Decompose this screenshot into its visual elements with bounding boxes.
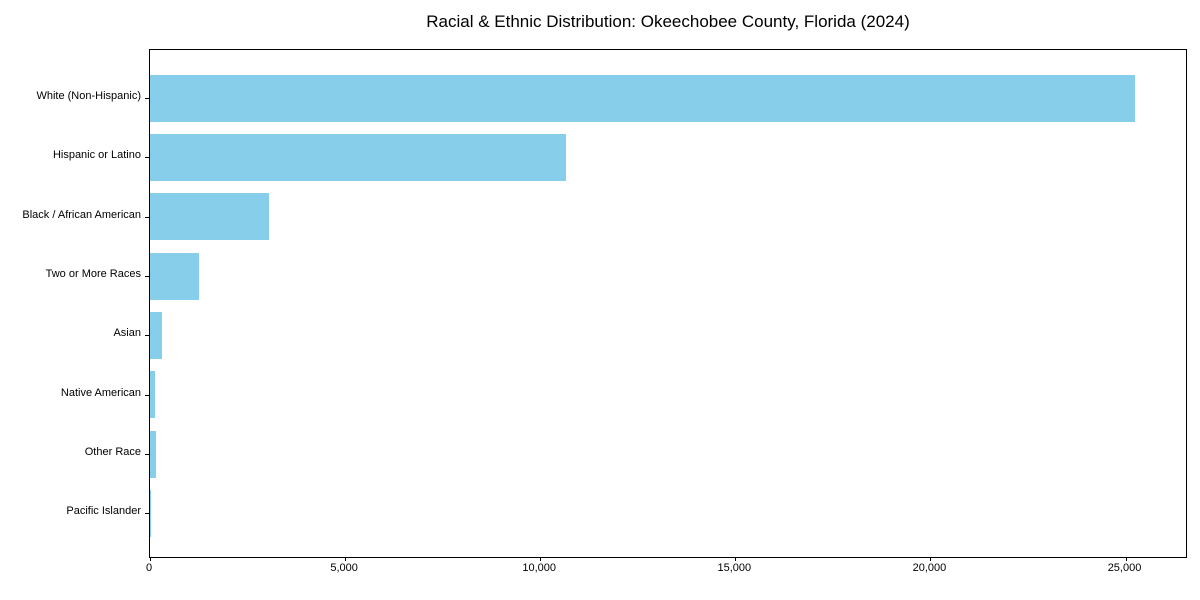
x-tick-label: 5,000 bbox=[330, 562, 358, 574]
y-axis-labels: White (Non-Hispanic) Hispanic or Latino Bl… bbox=[0, 49, 141, 558]
x-tick-label: 10,000 bbox=[522, 562, 557, 574]
y-tick-label: Native American bbox=[60, 386, 141, 399]
y-tick-mark bbox=[145, 513, 149, 515]
bar bbox=[150, 371, 156, 419]
x-tick-mark bbox=[930, 557, 932, 561]
x-tick-mark bbox=[1125, 557, 1127, 561]
y-tick-mark bbox=[145, 394, 149, 396]
y-tick-label: Other Race bbox=[84, 446, 141, 459]
y-tick-mark bbox=[145, 276, 149, 278]
x-tick-label: 25,000 bbox=[1107, 562, 1142, 574]
bar bbox=[150, 133, 566, 181]
x-tick-label: 0 bbox=[145, 562, 153, 574]
y-tick-label: White (Non-Hispanic) bbox=[36, 90, 141, 102]
bar bbox=[150, 311, 162, 359]
x-tick-label: 15,000 bbox=[717, 562, 752, 574]
y-tick-mark bbox=[145, 454, 149, 456]
y-tick-label: Pacific Islander bbox=[66, 505, 141, 518]
bar bbox=[150, 74, 1136, 122]
x-tick-mark bbox=[150, 557, 151, 561]
bar bbox=[150, 193, 269, 241]
x-tick-mark bbox=[735, 557, 737, 561]
y-tick-mark bbox=[145, 216, 149, 218]
y-tick-label: Asian bbox=[113, 327, 141, 340]
x-axis-labels: 0 5,000 10,000 15,000 20,000 25,000 bbox=[145, 562, 1187, 578]
y-tick-label: Two or More Races bbox=[45, 268, 141, 281]
y-tick-label: Hispanic or Latino bbox=[52, 149, 141, 162]
y-tick-mark bbox=[145, 98, 149, 99]
x-tick-mark bbox=[540, 557, 542, 561]
x-tick-mark bbox=[345, 557, 347, 561]
bar bbox=[150, 252, 199, 300]
bar bbox=[150, 430, 157, 478]
y-tick-mark bbox=[145, 157, 149, 159]
y-tick-mark bbox=[145, 335, 149, 337]
plot-area bbox=[145, 49, 1187, 561]
chart-title: Racial & Ethnic Distribution: Okeechobee… bbox=[426, 12, 910, 31]
y-tick-label: Black / African American bbox=[22, 208, 141, 221]
x-tick-label: 20,000 bbox=[912, 562, 947, 574]
